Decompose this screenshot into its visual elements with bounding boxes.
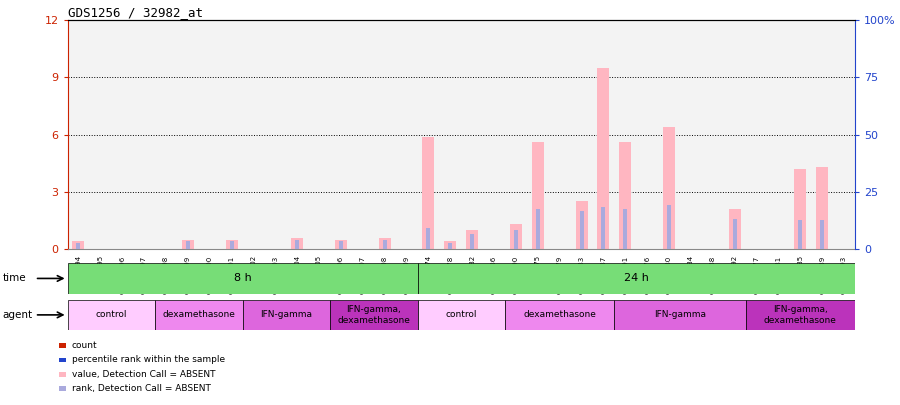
Bar bbox=[265, 20, 286, 249]
Bar bbox=[199, 20, 220, 249]
Bar bbox=[619, 142, 631, 249]
Bar bbox=[155, 20, 177, 249]
Text: 8 h: 8 h bbox=[234, 273, 251, 283]
Text: rank, Detection Call = ABSENT: rank, Detection Call = ABSENT bbox=[72, 384, 211, 393]
Bar bbox=[811, 20, 833, 249]
Text: dexamethasone: dexamethasone bbox=[523, 310, 596, 320]
Bar bbox=[177, 20, 199, 249]
Bar bbox=[330, 300, 418, 330]
Text: GDS1256 / 32982_at: GDS1256 / 32982_at bbox=[68, 6, 203, 19]
Bar bbox=[352, 20, 374, 249]
Bar bbox=[575, 201, 588, 249]
Bar bbox=[439, 20, 461, 249]
Bar bbox=[636, 20, 658, 249]
Bar bbox=[768, 20, 789, 249]
Bar bbox=[220, 20, 242, 249]
Bar bbox=[396, 20, 418, 249]
Bar bbox=[226, 239, 238, 249]
Bar bbox=[833, 20, 855, 249]
Bar bbox=[601, 207, 606, 249]
Bar bbox=[820, 220, 824, 249]
Bar bbox=[680, 20, 702, 249]
Bar bbox=[667, 205, 671, 249]
Bar bbox=[379, 238, 391, 249]
Bar bbox=[505, 20, 526, 249]
Bar bbox=[230, 241, 233, 249]
Bar bbox=[514, 230, 518, 249]
Text: 24 h: 24 h bbox=[624, 273, 649, 283]
Text: value, Detection Call = ABSENT: value, Detection Call = ABSENT bbox=[72, 370, 215, 379]
Bar bbox=[382, 239, 387, 249]
Bar bbox=[733, 219, 737, 249]
Bar bbox=[445, 241, 456, 249]
Bar bbox=[418, 20, 439, 249]
Bar bbox=[68, 263, 418, 294]
Bar bbox=[68, 300, 155, 330]
Bar bbox=[745, 300, 855, 330]
Bar bbox=[308, 20, 330, 249]
Bar bbox=[68, 20, 89, 249]
Text: percentile rank within the sample: percentile rank within the sample bbox=[72, 356, 225, 364]
Bar bbox=[549, 20, 571, 249]
Bar bbox=[418, 300, 505, 330]
Bar bbox=[798, 220, 802, 249]
Bar bbox=[89, 20, 112, 249]
Text: IFN-gamma: IFN-gamma bbox=[654, 310, 706, 320]
Text: control: control bbox=[95, 310, 127, 320]
Bar bbox=[580, 211, 583, 249]
Bar bbox=[133, 20, 155, 249]
Bar bbox=[624, 209, 627, 249]
Bar bbox=[418, 263, 855, 294]
Bar bbox=[658, 20, 680, 249]
Bar bbox=[155, 300, 242, 330]
Bar bbox=[483, 20, 505, 249]
Bar bbox=[789, 20, 811, 249]
Bar bbox=[745, 20, 768, 249]
Bar bbox=[335, 239, 347, 249]
Text: agent: agent bbox=[3, 310, 32, 320]
Bar bbox=[461, 20, 483, 249]
Bar bbox=[505, 300, 615, 330]
Bar bbox=[470, 234, 474, 249]
Text: IFN-gamma,
dexamethasone: IFN-gamma, dexamethasone bbox=[338, 305, 410, 324]
Bar bbox=[702, 20, 724, 249]
Bar bbox=[185, 241, 190, 249]
Bar bbox=[72, 241, 85, 249]
Bar bbox=[816, 167, 828, 249]
Bar bbox=[532, 142, 544, 249]
Bar bbox=[795, 169, 806, 249]
Bar bbox=[286, 20, 308, 249]
Bar bbox=[615, 20, 636, 249]
Bar bbox=[295, 239, 299, 249]
Bar bbox=[242, 300, 330, 330]
Bar bbox=[466, 230, 478, 249]
Bar bbox=[339, 241, 343, 249]
Bar bbox=[536, 209, 540, 249]
Bar bbox=[571, 20, 592, 249]
Text: count: count bbox=[72, 341, 97, 350]
Bar bbox=[615, 300, 745, 330]
Bar bbox=[729, 209, 741, 249]
Text: IFN-gamma: IFN-gamma bbox=[260, 310, 312, 320]
Bar bbox=[242, 20, 265, 249]
Text: time: time bbox=[3, 273, 26, 283]
Bar bbox=[427, 228, 430, 249]
Bar bbox=[292, 238, 303, 249]
Bar bbox=[598, 68, 609, 249]
Bar bbox=[182, 239, 194, 249]
Bar bbox=[422, 136, 435, 249]
Bar bbox=[448, 243, 453, 249]
Bar bbox=[526, 20, 549, 249]
Text: dexamethasone: dexamethasone bbox=[162, 310, 235, 320]
Bar bbox=[510, 224, 522, 249]
Bar bbox=[76, 243, 80, 249]
Bar bbox=[374, 20, 396, 249]
Bar bbox=[592, 20, 615, 249]
Bar bbox=[663, 127, 675, 249]
Bar bbox=[724, 20, 745, 249]
Bar bbox=[330, 20, 352, 249]
Bar bbox=[112, 20, 133, 249]
Text: IFN-gamma,
dexamethasone: IFN-gamma, dexamethasone bbox=[764, 305, 837, 324]
Text: control: control bbox=[446, 310, 477, 320]
